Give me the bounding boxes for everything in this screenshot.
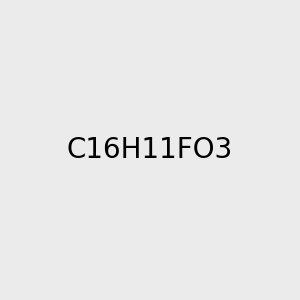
Text: C16H11FO3: C16H11FO3 [67, 136, 233, 164]
